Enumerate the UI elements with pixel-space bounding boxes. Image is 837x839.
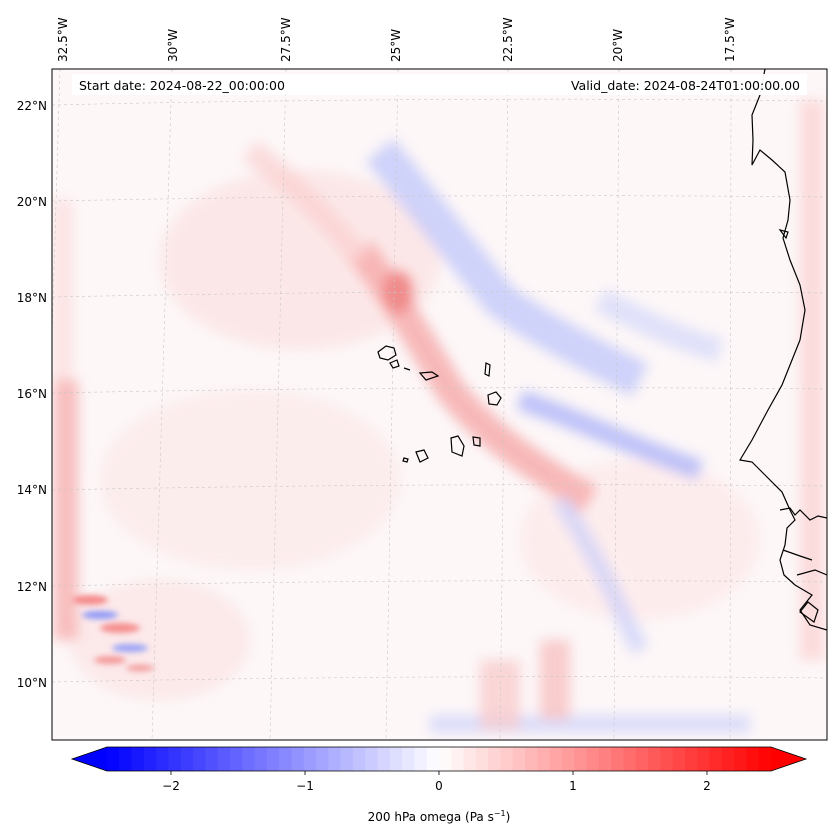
colorbar-segment [623,747,637,771]
colorbar-segment [352,747,366,771]
colorbar-segment [328,747,342,771]
colorbar-tick-label: 2 [703,779,711,793]
colorbar-segment [143,747,157,771]
lat-label-22n: 22°N [17,99,47,113]
colorbar-tick-label: −1 [296,779,314,793]
colorbar-segment [107,747,120,771]
lat-label-18n: 18°N [17,291,47,305]
colorbar-segment [426,747,440,771]
colorbar-tick-label: −2 [162,779,180,793]
colorbar-segment [758,747,772,771]
colorbar-segment [574,747,588,771]
colorbar-segment [475,747,489,771]
colorbar-extend-min [72,747,107,771]
omega-field [52,69,827,740]
colorbar-segment [672,747,686,771]
lat-label-16n: 16°N [17,387,47,401]
colorbar-segment [697,747,711,771]
colorbar-segments [107,747,772,771]
colorbar-segment [402,747,416,771]
lat-label-12n: 12°N [17,580,47,594]
colorbar-segment [586,747,600,771]
colorbar-label: 200 hPa omega (Pa s−1) [368,809,511,824]
map-frame [51,68,828,741]
colorbar-segment [242,747,256,771]
lat-label-14n: 14°N [17,483,47,497]
colorbar-segment [525,747,538,771]
colorbar-segment [291,747,305,771]
colorbar-segment [266,747,280,771]
colorbar-segment [279,747,293,771]
lon-label-32-5w: 32.5°W [56,17,70,62]
colorbar-segment [205,747,219,771]
colorbar-segment [156,747,170,771]
colorbar-tick-label: 0 [435,779,443,793]
colorbar-segment [365,747,379,771]
colorbar-extend-max [771,747,806,771]
colorbar-segment [439,747,452,771]
colorbar-segment [648,747,661,771]
colorbar-ticks: −2 −1 0 1 2 [162,771,711,793]
colorbar-segment [377,747,391,771]
african-coastline [739,69,827,631]
colorbar-segment [684,747,698,771]
annotation-backdrop [72,74,807,95]
map-panel: Start date: 2024-08-22_00:00:00 Valid_da… [17,17,828,741]
colorbar-segment [721,747,735,771]
colorbar-segment [180,747,194,771]
colorbar-segment [254,747,268,771]
colorbar-segment [389,747,403,771]
lon-label-27-5w: 27.5°W [279,17,293,62]
lat-label-20n: 20°N [17,195,47,209]
colorbar-segment [168,747,182,771]
lon-label-17-5w: 17.5°W [723,17,737,62]
colorbar-tick-label: 1 [569,779,577,793]
colorbar-segment [709,747,723,771]
graticule [52,69,827,740]
colorbar-segment [611,747,625,771]
start-date-label: Start date: 2024-08-22_00:00:00 [79,78,285,93]
colorbar-segment [512,747,526,771]
colorbar-segment [217,747,231,771]
lat-label-10n: 10°N [17,676,47,690]
colorbar-segment [451,747,465,771]
lon-label-30w: 30°W [166,29,180,62]
cape-verde-islands [377,345,502,463]
colorbar-segment [414,747,428,771]
colorbar-segment [500,747,514,771]
colorbar-segment [193,747,206,771]
colorbar-segment [119,747,133,771]
colorbar-segment [537,747,551,771]
lon-label-25w: 25°W [389,29,403,62]
colorbar-segment [598,747,612,771]
colorbar-segment [660,747,674,771]
colorbar-outline [70,746,808,772]
colorbar-segment [549,747,563,771]
lon-label-20w: 20°W [611,29,625,62]
colorbar-segment [229,747,243,771]
colorbar-segment [561,747,575,771]
colorbar-segment [131,747,145,771]
colorbar-segment [635,747,649,771]
lon-label-22-5w: 22.5°W [501,17,515,62]
valid-date-label: Valid_date: 2024-08-24T01:00:00.00 [571,78,800,93]
colorbar-segment [488,747,502,771]
colorbar-segment [734,747,748,771]
colorbar-segment [303,747,317,771]
colorbar-segment [340,747,354,771]
colorbar-segment [316,747,329,771]
colorbar-segment [463,747,477,771]
colorbar: −2 −1 0 1 2 200 hPa omega (Pa s−1) [70,746,808,824]
colorbar-segment [746,747,760,771]
